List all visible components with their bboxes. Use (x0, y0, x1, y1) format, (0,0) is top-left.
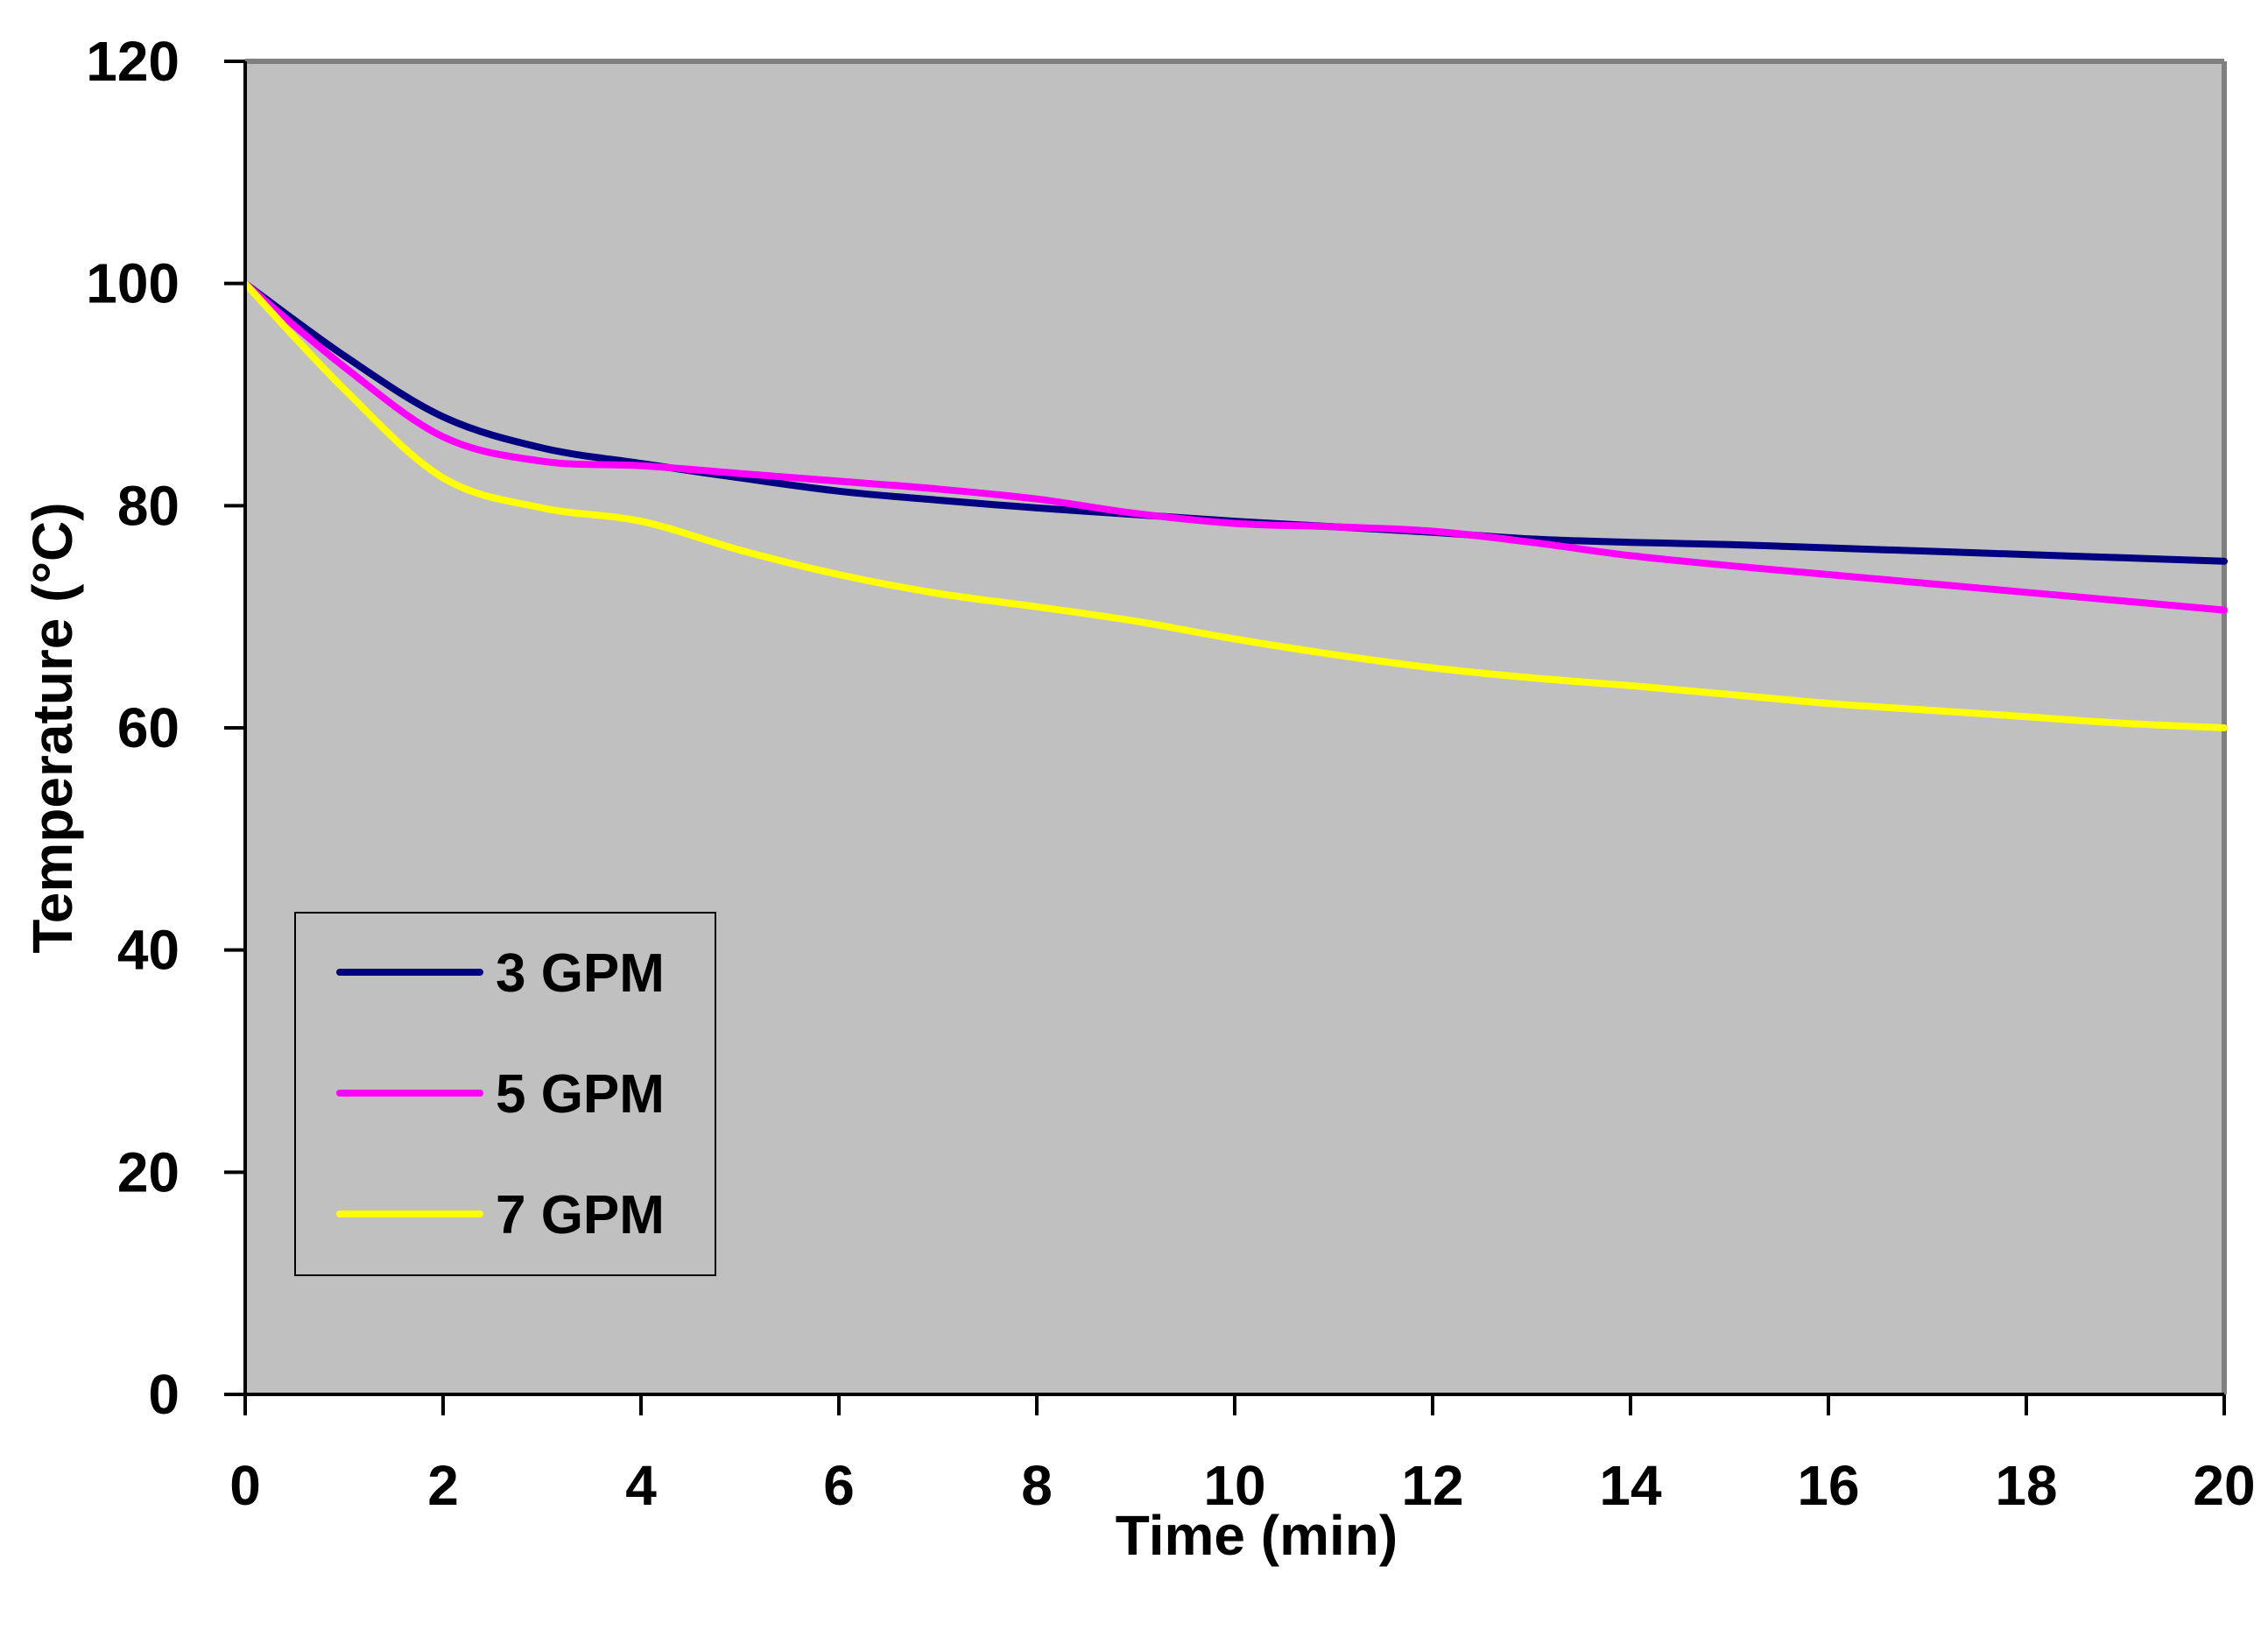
y-tick-label: 80 (117, 474, 180, 537)
y-axis-ticks: 0 20 40 60 80 100 120 (86, 30, 245, 1426)
x-tick-label: 8 (1021, 1454, 1053, 1517)
y-tick-label: 60 (117, 696, 180, 759)
legend-items: 3 GPM 5 GPM 7 GPM (336, 943, 665, 1245)
x-tick-label: 4 (625, 1454, 657, 1517)
y-tick-label: 100 (86, 252, 180, 315)
y-tick-label: 40 (117, 919, 180, 982)
x-axis-title: Time (min) (1116, 1504, 1398, 1567)
y-tick-label: 20 (117, 1140, 180, 1203)
y-axis-title: Temperature (°C) (21, 502, 84, 953)
x-tick-label: 0 (229, 1454, 261, 1517)
x-tick-label: 16 (1797, 1454, 1859, 1517)
y-tick-label: 0 (148, 1363, 180, 1426)
series-layer (242, 279, 2228, 731)
x-tick-label: 12 (1401, 1454, 1463, 1517)
x-tick-label: 10 (1203, 1454, 1265, 1517)
y-tick-label: 120 (86, 30, 180, 93)
legend: 3 GPM 5 GPM 7 GPM (294, 912, 716, 1276)
x-tick-label: 14 (1599, 1454, 1662, 1517)
series-line-5-gpm (242, 279, 2228, 614)
series-line-7-gpm (242, 279, 2228, 731)
x-tick-label: 20 (2193, 1454, 2255, 1517)
x-tick-label: 18 (1995, 1454, 2057, 1517)
x-axis-ticks: 0 2 4 6 8 10 12 14 16 18 20 (229, 1394, 2256, 1517)
legend-label: 5 GPM (496, 1064, 665, 1125)
legend-label: 7 GPM (496, 1185, 665, 1245)
x-tick-label: 2 (427, 1454, 459, 1517)
legend-label: 3 GPM (496, 943, 665, 1004)
x-tick-label: 6 (823, 1454, 855, 1517)
